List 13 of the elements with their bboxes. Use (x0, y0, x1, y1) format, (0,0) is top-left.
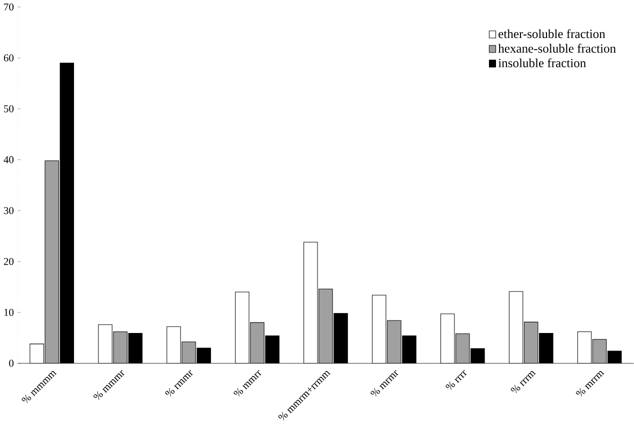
y-tick-label: 10 (4, 309, 14, 316)
y-tick-label: 50 (4, 105, 14, 112)
y-tick-label: 30 (4, 207, 14, 214)
legend-label: hexane-soluble fraction (498, 44, 616, 53)
y-tick-label: 20 (4, 258, 14, 266)
y-tick-label: 70 (4, 4, 14, 11)
legend-label: ether-soluble fraction (498, 29, 606, 38)
x-tick-label: % rrrm (510, 371, 536, 394)
y-tick-label: 60 (4, 54, 14, 62)
x-tick-label: % rrrr (446, 370, 467, 390)
y-tick-label: 0 (9, 360, 14, 367)
legend-label: insoluble fraction (498, 58, 586, 68)
y-tick-label: 40 (4, 156, 14, 164)
